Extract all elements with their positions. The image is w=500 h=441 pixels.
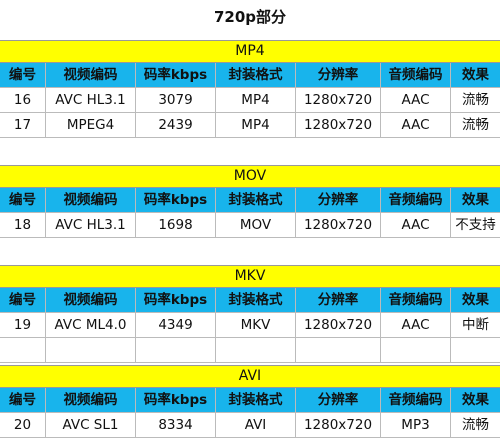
data-row: 16 AVC HL3.1 3079 MP4 1280x720 AAC 流畅 <box>0 88 500 113</box>
data-row-cell: 19 <box>13 317 32 333</box>
data-row-cell: 20 <box>13 417 32 433</box>
header-row-cell: 编号 <box>9 292 36 308</box>
empty-row-cell <box>215 338 295 362</box>
data-row-cell: 8334 <box>135 413 215 437</box>
header-row-cell: 编号 <box>9 67 36 83</box>
data-row-cell: 流畅 <box>450 413 500 437</box>
header-row-cell: 封装格式 <box>215 388 295 412</box>
empty-row-cell <box>135 338 215 362</box>
data-row-cell: AAC <box>380 313 450 337</box>
header-row-cell: 音频编码 <box>380 63 450 87</box>
header-row-cell: 码率kbps <box>135 388 215 412</box>
header-row-cell: 音频编码 <box>380 388 450 412</box>
data-row-cell: AVC HL3.1 <box>45 88 135 112</box>
empty-row-cell <box>0 338 45 362</box>
empty-row-cell <box>295 338 380 362</box>
data-row-cell: MP4 <box>215 113 295 137</box>
data-row-cell: 17 <box>13 117 32 133</box>
header-row-cell: 效果 <box>450 288 500 312</box>
data-row-cell: MP3 <box>380 413 450 437</box>
data-row: 17 MPEG4 2439 MP4 1280x720 AAC 流畅 <box>0 113 500 138</box>
data-row-cell: 1280x720 <box>295 213 380 237</box>
header-row-cell: 分辨率 <box>295 188 380 212</box>
data-row-cell: 1280x720 <box>295 113 380 137</box>
data-row-cell: 1280x720 <box>295 413 380 437</box>
data-row-cell: AVI <box>215 413 295 437</box>
section-title: MP4 <box>0 40 500 63</box>
section-title: MOV <box>0 165 500 188</box>
header-row-cell: 分辨率 <box>295 63 380 87</box>
header-row: 编号 视频编码 码率kbps 封装格式 分辨率 音频编码 效果 <box>0 188 500 213</box>
header-row: 编号 视频编码 码率kbps 封装格式 分辨率 音频编码 效果 <box>0 63 500 88</box>
header-row-cell: 封装格式 <box>215 188 295 212</box>
header-row: 编号 视频编码 码率kbps 封装格式 分辨率 音频编码 效果 <box>0 288 500 313</box>
header-row-cell: 分辨率 <box>295 288 380 312</box>
empty-row-cell <box>450 338 500 362</box>
data-row-cell: 1280x720 <box>295 313 380 337</box>
header-row-cell: 视频编码 <box>45 288 135 312</box>
data-row-cell: MOV <box>215 213 295 237</box>
data-row-cell: 流畅 <box>450 113 500 137</box>
header-row-cell: 视频编码 <box>45 188 135 212</box>
data-row-cell: 2439 <box>135 113 215 137</box>
data-row-cell: 流畅 <box>450 88 500 112</box>
empty-row-cell <box>45 338 135 362</box>
data-row-cell: MPEG4 <box>45 113 135 137</box>
header-row-cell: 效果 <box>450 63 500 87</box>
page-title: 720p部分 <box>213 8 287 26</box>
header-row-cell: 音频编码 <box>380 188 450 212</box>
header-row-cell: 分辨率 <box>295 388 380 412</box>
data-row-cell: MKV <box>215 313 295 337</box>
data-row-cell: AAC <box>380 213 450 237</box>
header-row-cell: 封装格式 <box>215 288 295 312</box>
section-title: AVI <box>0 365 500 388</box>
data-row-cell: MP4 <box>215 88 295 112</box>
header-row: 编号 视频编码 码率kbps 封装格式 分辨率 音频编码 效果 <box>0 388 500 413</box>
data-row-cell: 1280x720 <box>295 88 380 112</box>
header-row-cell: 码率kbps <box>135 63 215 87</box>
data-row-cell: 3079 <box>135 88 215 112</box>
data-row-cell: AVC ML4.0 <box>45 313 135 337</box>
data-row-cell: AVC HL3.1 <box>45 213 135 237</box>
data-row: 18 AVC HL3.1 1698 MOV 1280x720 AAC 不支持 <box>0 213 500 238</box>
empty-row <box>0 338 500 363</box>
data-row-cell: 1698 <box>135 213 215 237</box>
section-title: MKV <box>0 265 500 288</box>
empty-row-cell <box>380 338 450 362</box>
data-row: 19 AVC ML4.0 4349 MKV 1280x720 AAC 中断 <box>0 313 500 338</box>
data-row-cell: AVC SL1 <box>45 413 135 437</box>
data-row-cell: 16 <box>13 92 32 108</box>
header-row-cell: 效果 <box>450 388 500 412</box>
header-row-cell: 码率kbps <box>135 188 215 212</box>
data-row-cell: 中断 <box>450 313 500 337</box>
header-row-cell: 音频编码 <box>380 288 450 312</box>
header-row-cell: 编号 <box>9 392 36 408</box>
header-row-cell: 编号 <box>9 192 36 208</box>
header-row-cell: 封装格式 <box>215 63 295 87</box>
header-row-cell: 码率kbps <box>135 288 215 312</box>
header-row-cell: 视频编码 <box>45 388 135 412</box>
header-row-cell: 视频编码 <box>45 63 135 87</box>
data-row: 20 AVC SL1 8334 AVI 1280x720 MP3 流畅 <box>0 413 500 438</box>
data-row-cell: AAC <box>380 88 450 112</box>
data-row-cell: 不支持 <box>450 213 500 237</box>
data-row-cell: 18 <box>13 217 32 233</box>
data-row-cell: 4349 <box>135 313 215 337</box>
data-row-cell: AAC <box>380 113 450 137</box>
header-row-cell: 效果 <box>450 188 500 212</box>
